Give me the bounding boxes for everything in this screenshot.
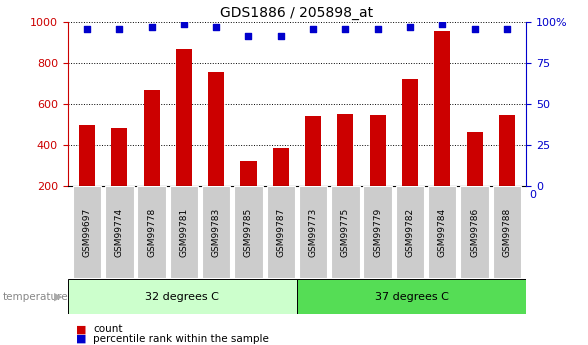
Text: percentile rank within the sample: percentile rank within the sample — [93, 334, 269, 344]
Bar — [499, 115, 515, 227]
Point — [373, 26, 382, 32]
Point — [405, 24, 415, 30]
Bar — [460, 186, 489, 278]
Text: GSM99775: GSM99775 — [341, 207, 350, 257]
Point — [308, 26, 318, 32]
Bar — [68, 279, 297, 314]
Text: GSM99783: GSM99783 — [212, 207, 220, 257]
Bar — [297, 279, 526, 314]
Bar — [493, 186, 521, 278]
Text: ■: ■ — [76, 325, 87, 334]
Text: ■: ■ — [76, 334, 87, 344]
Bar — [170, 186, 198, 278]
Point — [276, 33, 286, 38]
Point — [147, 24, 156, 30]
Bar — [331, 186, 360, 278]
Text: GSM99785: GSM99785 — [244, 207, 253, 257]
Text: GSM99784: GSM99784 — [438, 207, 447, 257]
Bar — [396, 186, 424, 278]
Text: count: count — [93, 325, 122, 334]
Bar — [111, 128, 128, 227]
Bar — [143, 90, 160, 227]
Bar — [105, 186, 133, 278]
Text: 37 degrees C: 37 degrees C — [375, 292, 449, 302]
Bar — [338, 114, 353, 227]
Point — [437, 21, 447, 27]
Text: GSM99781: GSM99781 — [179, 207, 188, 257]
Text: GSM99778: GSM99778 — [147, 207, 156, 257]
Bar — [138, 186, 166, 278]
Bar — [466, 132, 483, 227]
Bar — [434, 31, 450, 227]
Text: GSM99788: GSM99788 — [502, 207, 512, 257]
Bar — [363, 186, 392, 278]
Text: GSM99782: GSM99782 — [406, 207, 415, 257]
Text: GSM99779: GSM99779 — [373, 207, 382, 257]
Text: 32 degrees C: 32 degrees C — [145, 292, 219, 302]
Bar — [370, 115, 386, 227]
Bar — [428, 186, 456, 278]
Point — [115, 26, 124, 32]
Text: GSM99697: GSM99697 — [82, 207, 92, 257]
Text: GSM99787: GSM99787 — [276, 207, 285, 257]
Text: ▶: ▶ — [55, 292, 63, 302]
Point — [244, 33, 253, 38]
Bar — [234, 186, 263, 278]
Bar — [299, 186, 328, 278]
Point — [179, 21, 189, 27]
Bar — [176, 49, 192, 227]
Title: GDS1886 / 205898_at: GDS1886 / 205898_at — [220, 6, 373, 20]
Bar — [208, 71, 224, 227]
Text: GSM99774: GSM99774 — [115, 207, 124, 257]
Bar — [79, 125, 95, 227]
Point — [82, 26, 92, 32]
Text: 0: 0 — [529, 190, 536, 200]
Point — [470, 26, 479, 32]
Bar — [73, 186, 101, 278]
Bar — [240, 161, 256, 227]
Text: GSM99773: GSM99773 — [309, 207, 318, 257]
Bar — [305, 116, 321, 227]
Point — [212, 24, 221, 30]
Bar — [202, 186, 230, 278]
Point — [502, 26, 512, 32]
Text: temperature: temperature — [3, 292, 69, 302]
Bar — [266, 186, 295, 278]
Point — [340, 26, 350, 32]
Bar — [273, 148, 289, 227]
Bar — [402, 79, 418, 227]
Text: GSM99786: GSM99786 — [470, 207, 479, 257]
